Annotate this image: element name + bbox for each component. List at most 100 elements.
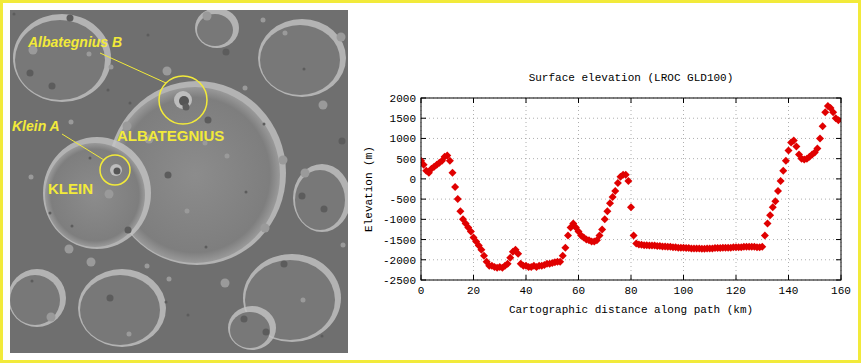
leader-line xyxy=(62,134,104,160)
tick xyxy=(836,219,841,220)
y-axis-label: Elevation (m) xyxy=(363,146,375,232)
small-crater xyxy=(47,313,56,322)
small-crater xyxy=(67,15,74,22)
small-crater xyxy=(129,102,132,105)
grid xyxy=(421,98,841,280)
data-point xyxy=(761,232,769,240)
data-point xyxy=(630,232,638,240)
crater-rim xyxy=(10,269,66,327)
tick xyxy=(578,275,579,280)
small-crater xyxy=(205,117,212,124)
small-crater xyxy=(245,191,248,194)
small-crater xyxy=(13,13,16,16)
small-crater xyxy=(27,70,34,77)
small-crater xyxy=(263,123,266,126)
page: Albategnius B Klein A ALBATEGNIUS KLEIN Surf… xyxy=(0,0,861,363)
crater-a xyxy=(110,164,122,176)
small-crater xyxy=(71,225,74,228)
small-crater xyxy=(65,245,74,254)
tick xyxy=(421,138,426,139)
tick xyxy=(836,259,841,260)
y-tick-label: 1500 xyxy=(390,113,416,125)
tick xyxy=(736,275,737,280)
small-crater xyxy=(29,175,34,180)
photo-label: Klein A xyxy=(12,118,60,134)
data-point xyxy=(454,195,462,203)
small-crater xyxy=(69,120,74,125)
crater-rim xyxy=(13,14,111,102)
data-point xyxy=(766,211,774,219)
tick xyxy=(421,199,426,200)
small-crater xyxy=(303,68,306,71)
tick xyxy=(836,239,841,240)
tick xyxy=(631,98,632,103)
tick xyxy=(683,275,684,280)
crater-floor xyxy=(15,20,105,100)
chart-title: Surface elevation (LROC GLD100) xyxy=(529,72,734,84)
tick xyxy=(788,275,789,280)
data-point xyxy=(514,250,522,258)
tick xyxy=(421,219,426,220)
y-tick-label: -2000 xyxy=(383,255,416,267)
background xyxy=(0,0,861,363)
small-crater xyxy=(341,243,346,248)
small-crater xyxy=(223,49,230,56)
photo-label: KLEIN xyxy=(48,180,93,197)
small-crater xyxy=(321,206,328,213)
grid-line xyxy=(421,178,841,179)
tick xyxy=(788,98,789,103)
crater-floor xyxy=(197,14,233,46)
small-crater xyxy=(241,316,248,323)
small-crater xyxy=(187,314,190,317)
small-crater xyxy=(339,138,346,145)
crater-rim xyxy=(195,10,239,48)
tick xyxy=(836,178,841,179)
data-point xyxy=(564,232,572,240)
crater-rim xyxy=(43,137,151,249)
small-crater xyxy=(261,224,270,233)
x-tick-label: 160 xyxy=(831,285,851,297)
small-crater xyxy=(167,277,172,282)
data-point xyxy=(601,215,609,223)
small-crater xyxy=(145,264,150,269)
small-crater xyxy=(165,172,172,179)
y-tick-label: -1000 xyxy=(383,214,416,226)
data-point xyxy=(785,147,793,155)
small-crater xyxy=(109,65,114,70)
tick xyxy=(421,178,426,179)
data-point xyxy=(764,219,772,227)
small-crater xyxy=(221,279,230,288)
tick xyxy=(526,275,527,280)
small-crater xyxy=(185,209,190,214)
small-crater xyxy=(203,12,212,21)
crater-floor xyxy=(230,312,270,348)
data-point xyxy=(777,177,785,185)
photo-label: ALBATEGNIUS xyxy=(117,127,224,144)
x-tick-label: 60 xyxy=(572,285,585,297)
data-point xyxy=(774,187,782,195)
small-crater xyxy=(299,193,306,200)
grid-line xyxy=(683,98,684,280)
data-point xyxy=(627,203,635,211)
photo-label: Albategnius B xyxy=(27,34,122,50)
y-tick-label: 500 xyxy=(396,154,416,166)
highlight-circle xyxy=(159,76,207,124)
data-point xyxy=(771,197,779,205)
grid-line xyxy=(421,118,841,119)
data-point xyxy=(456,207,464,215)
small-crater xyxy=(301,298,306,303)
grid-line xyxy=(421,138,841,139)
tick xyxy=(683,98,684,103)
crater-rim xyxy=(258,19,346,97)
small-crater xyxy=(301,169,310,178)
data-point xyxy=(561,244,569,252)
small-crater xyxy=(163,67,172,76)
frame xyxy=(2,2,860,362)
crater-a-floor xyxy=(114,168,121,175)
small-crater xyxy=(183,104,190,111)
small-crater xyxy=(225,154,230,159)
tick xyxy=(473,98,474,103)
small-crater xyxy=(321,335,324,338)
highlight-circle xyxy=(100,155,130,185)
x-tick-label: 100 xyxy=(674,285,694,297)
